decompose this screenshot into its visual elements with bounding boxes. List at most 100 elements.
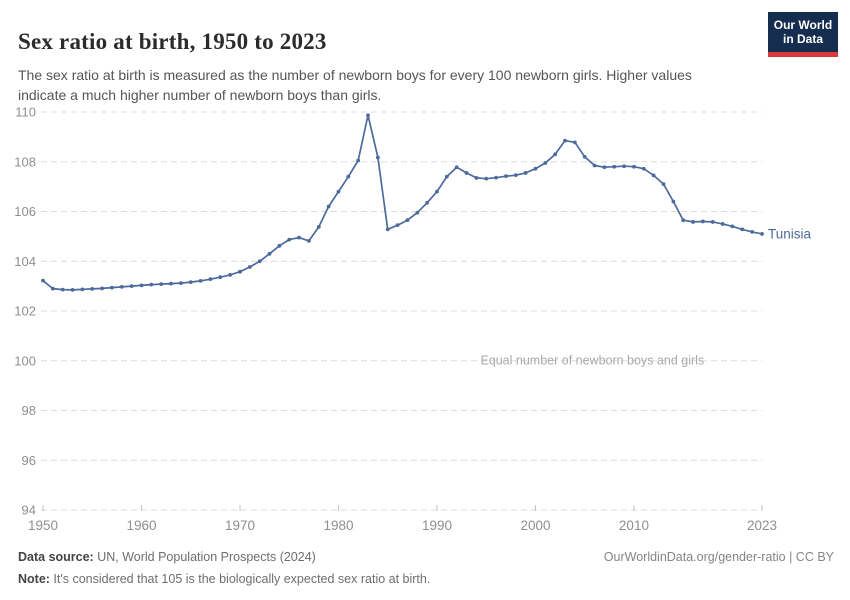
logo-accent-bar xyxy=(768,52,838,57)
data-point xyxy=(228,273,233,277)
note: Note: It's considered that 105 is the bi… xyxy=(18,572,430,586)
data-point xyxy=(533,166,538,171)
data-point xyxy=(395,223,400,228)
data-point xyxy=(238,269,242,274)
data-point xyxy=(178,281,183,286)
data-point xyxy=(681,218,686,223)
data-point xyxy=(612,164,617,169)
data-point xyxy=(671,199,676,204)
data-point xyxy=(188,280,193,285)
data-point xyxy=(701,219,705,224)
data-point xyxy=(297,235,301,240)
y-tick-label: 106 xyxy=(14,204,36,219)
data-point xyxy=(110,285,114,290)
data-point xyxy=(474,176,479,180)
data-point xyxy=(169,281,173,286)
data-point xyxy=(307,238,311,243)
data-point xyxy=(247,265,252,269)
data-point xyxy=(129,284,134,289)
data-point xyxy=(720,222,725,226)
owid-link[interactable]: OurWorldinData.org/gender-ratio | CC BY xyxy=(603,550,834,564)
data-point xyxy=(494,175,498,180)
data-point xyxy=(415,210,420,215)
data-point xyxy=(50,286,55,291)
data-point xyxy=(336,189,341,194)
data-point xyxy=(90,286,95,291)
data-point xyxy=(405,218,410,223)
data-point xyxy=(523,171,528,175)
data-point xyxy=(582,154,587,159)
data-point xyxy=(277,243,282,248)
data-point xyxy=(287,237,292,242)
data-point xyxy=(622,164,627,169)
data-point xyxy=(41,278,45,283)
y-tick-label: 102 xyxy=(14,304,36,319)
data-point xyxy=(553,152,558,157)
data-point xyxy=(149,282,154,287)
equal-ratio-annotation: Equal number of newborn boys and girls xyxy=(480,353,704,367)
data-point xyxy=(80,287,85,292)
data-point xyxy=(543,161,548,165)
y-tick-label: 108 xyxy=(14,154,36,169)
data-point xyxy=(316,225,321,229)
chart-title: Sex ratio at birth, 1950 to 2023 xyxy=(18,29,327,55)
series-end-label: Tunisia xyxy=(768,226,812,241)
data-point xyxy=(444,174,449,179)
x-tick-label: 1990 xyxy=(422,518,452,533)
x-tick-label: 2000 xyxy=(520,518,550,533)
y-tick-label: 110 xyxy=(15,105,36,120)
x-tick-label: 2010 xyxy=(619,518,649,533)
data-point xyxy=(425,200,430,205)
data-point xyxy=(710,220,715,224)
data-point xyxy=(572,140,577,145)
data-point xyxy=(661,182,666,187)
owid-logo: Our World in Data xyxy=(768,12,838,57)
chart-subtitle: The sex ratio at birth is measured as th… xyxy=(18,67,692,103)
data-point xyxy=(750,229,755,234)
y-tick-label: 100 xyxy=(14,353,36,368)
data-point xyxy=(208,277,213,282)
data-point xyxy=(513,173,518,178)
x-tick-label: 2023 xyxy=(747,518,777,533)
data-point xyxy=(326,204,331,209)
y-tick-label: 104 xyxy=(14,254,36,269)
data-point xyxy=(691,220,695,224)
chart-footer: Data source: UN, World Population Prospe… xyxy=(18,546,834,590)
data-point xyxy=(602,165,607,170)
data-point xyxy=(454,165,459,170)
data-point xyxy=(435,189,439,194)
data-point xyxy=(651,173,656,178)
data-source-text: UN, World Population Prospects (2024) xyxy=(93,550,316,564)
x-tick-label: 1950 xyxy=(28,518,58,533)
note-text: It's considered that 105 is the biologic… xyxy=(49,572,431,586)
data-point xyxy=(139,283,144,288)
x-tick-label: 1960 xyxy=(126,518,156,533)
data-point xyxy=(464,171,469,175)
y-tick-label: 98 xyxy=(22,403,36,418)
data-point xyxy=(346,174,351,179)
data-point xyxy=(159,282,164,287)
logo-line-2: in Data xyxy=(782,32,823,46)
data-point xyxy=(100,286,104,291)
data-point xyxy=(740,227,745,232)
data-point xyxy=(632,164,636,169)
data-point xyxy=(385,227,390,232)
data-point xyxy=(257,259,262,264)
y-tick-label: 96 xyxy=(22,453,36,468)
data-point xyxy=(563,138,567,143)
data-point xyxy=(760,231,764,236)
data-point xyxy=(119,284,124,289)
data-point xyxy=(198,279,203,283)
data-point xyxy=(641,166,646,171)
data-point xyxy=(218,275,223,280)
note-label: Note: xyxy=(18,572,50,586)
data-point xyxy=(366,113,370,118)
data-source-label: Data source: xyxy=(18,550,94,564)
data-point xyxy=(70,287,75,292)
data-point xyxy=(592,163,597,168)
data-point xyxy=(356,158,361,163)
data-point xyxy=(730,224,735,229)
series-line-tunisia xyxy=(42,114,763,291)
data-source: Data source: UN, World Population Prospe… xyxy=(18,546,316,568)
